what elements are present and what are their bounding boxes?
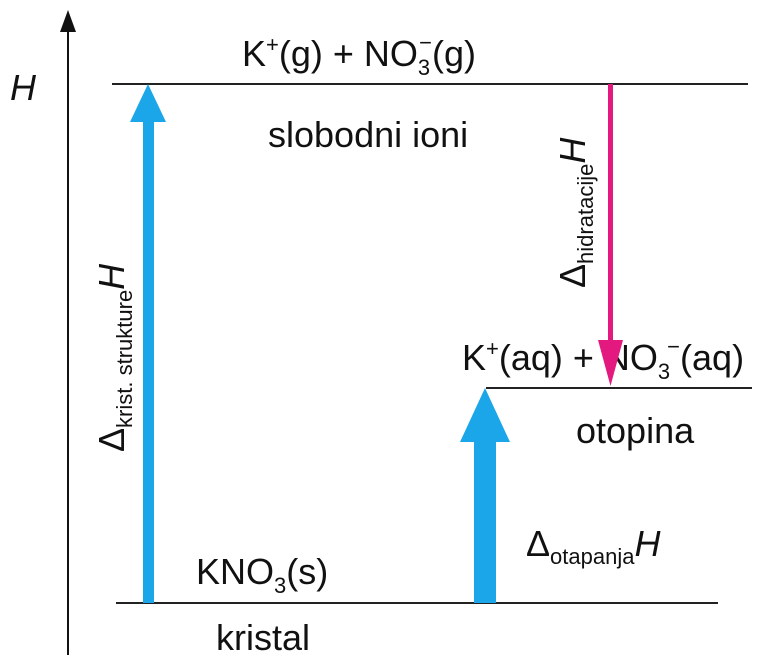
axis-arrowhead	[60, 10, 76, 32]
crystal-level-formula: KNO3(s)	[196, 551, 328, 598]
solution-level-caption: otopina	[576, 410, 695, 451]
solution-level-formula: K+(aq) + NO3−(aq)	[462, 334, 744, 384]
axis-label: H	[10, 67, 37, 108]
gas-level-caption: slobodni ioni	[268, 114, 468, 155]
hydration-enthalpy-arrow	[598, 84, 623, 386]
crystal-level-caption: kristal	[216, 617, 310, 658]
solution-enthalpy-arrow	[460, 388, 510, 603]
lattice-enthalpy-label: Δkrist. struktureH	[91, 263, 137, 452]
gas-level-formula: K+(g) + NO3−(g)	[242, 30, 476, 80]
lattice-enthalpy-arrow	[130, 84, 166, 603]
hydration-enthalpy-label: ΔhidratacijeH	[552, 137, 598, 288]
solution-enthalpy-label: ΔotapanjaH	[526, 523, 661, 569]
